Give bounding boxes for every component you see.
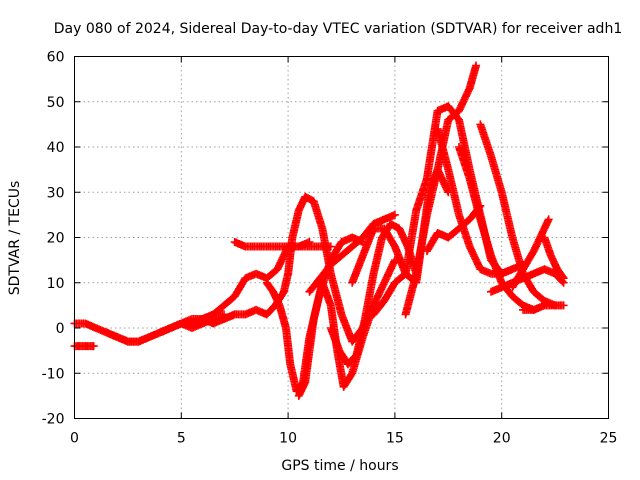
y-tick-label: 0 bbox=[56, 321, 65, 337]
data-point bbox=[305, 238, 314, 247]
y-tick-labels: -20 -10 0 10 20 30 40 50 60 bbox=[42, 50, 65, 428]
y-tick-label: 60 bbox=[47, 50, 65, 66]
x-tick-label: 5 bbox=[177, 431, 186, 447]
data-point bbox=[508, 265, 517, 274]
y-tick-label: 20 bbox=[47, 231, 65, 247]
data-point bbox=[390, 210, 399, 219]
x-tick-label: 20 bbox=[493, 431, 511, 447]
grid bbox=[74, 56, 609, 419]
data-point bbox=[559, 274, 568, 283]
y-tick-label: 30 bbox=[47, 185, 65, 201]
y-axis-title: SDTVAR / TECUs bbox=[7, 181, 23, 296]
x-tick-label: 10 bbox=[279, 431, 297, 447]
series-track-20 bbox=[508, 215, 553, 292]
data-point bbox=[559, 301, 568, 310]
series-track-14 bbox=[401, 61, 481, 319]
y-tick-label: 40 bbox=[47, 140, 65, 156]
data-point bbox=[472, 61, 481, 70]
data-point bbox=[558, 272, 567, 281]
series-track-22 bbox=[540, 233, 568, 283]
series-track-5 bbox=[198, 242, 335, 323]
chart-title: Day 080 of 2024, Sidereal Day-to-day VTE… bbox=[54, 21, 622, 37]
y-tick-label: 50 bbox=[47, 95, 65, 111]
axis-ticks bbox=[74, 56, 609, 419]
series-track-6 bbox=[230, 238, 314, 251]
x-tick-labels: 0 5 10 15 20 25 bbox=[70, 431, 617, 447]
x-tick-label: 15 bbox=[386, 431, 404, 447]
data-point bbox=[89, 342, 98, 351]
y-tick-label: -20 bbox=[42, 412, 65, 428]
y-tick-label: -10 bbox=[42, 366, 65, 382]
y-tick-label: 10 bbox=[47, 276, 65, 292]
x-tick-label: 0 bbox=[70, 431, 79, 447]
data-points bbox=[70, 61, 568, 400]
x-axis-title: GPS time / hours bbox=[281, 458, 398, 474]
x-tick-label: 25 bbox=[600, 431, 618, 447]
series-track-10 bbox=[305, 210, 399, 296]
data-point bbox=[544, 215, 553, 224]
series-track-17 bbox=[454, 143, 538, 314]
series-track-2 bbox=[70, 342, 98, 351]
series-track-21 bbox=[519, 301, 568, 314]
